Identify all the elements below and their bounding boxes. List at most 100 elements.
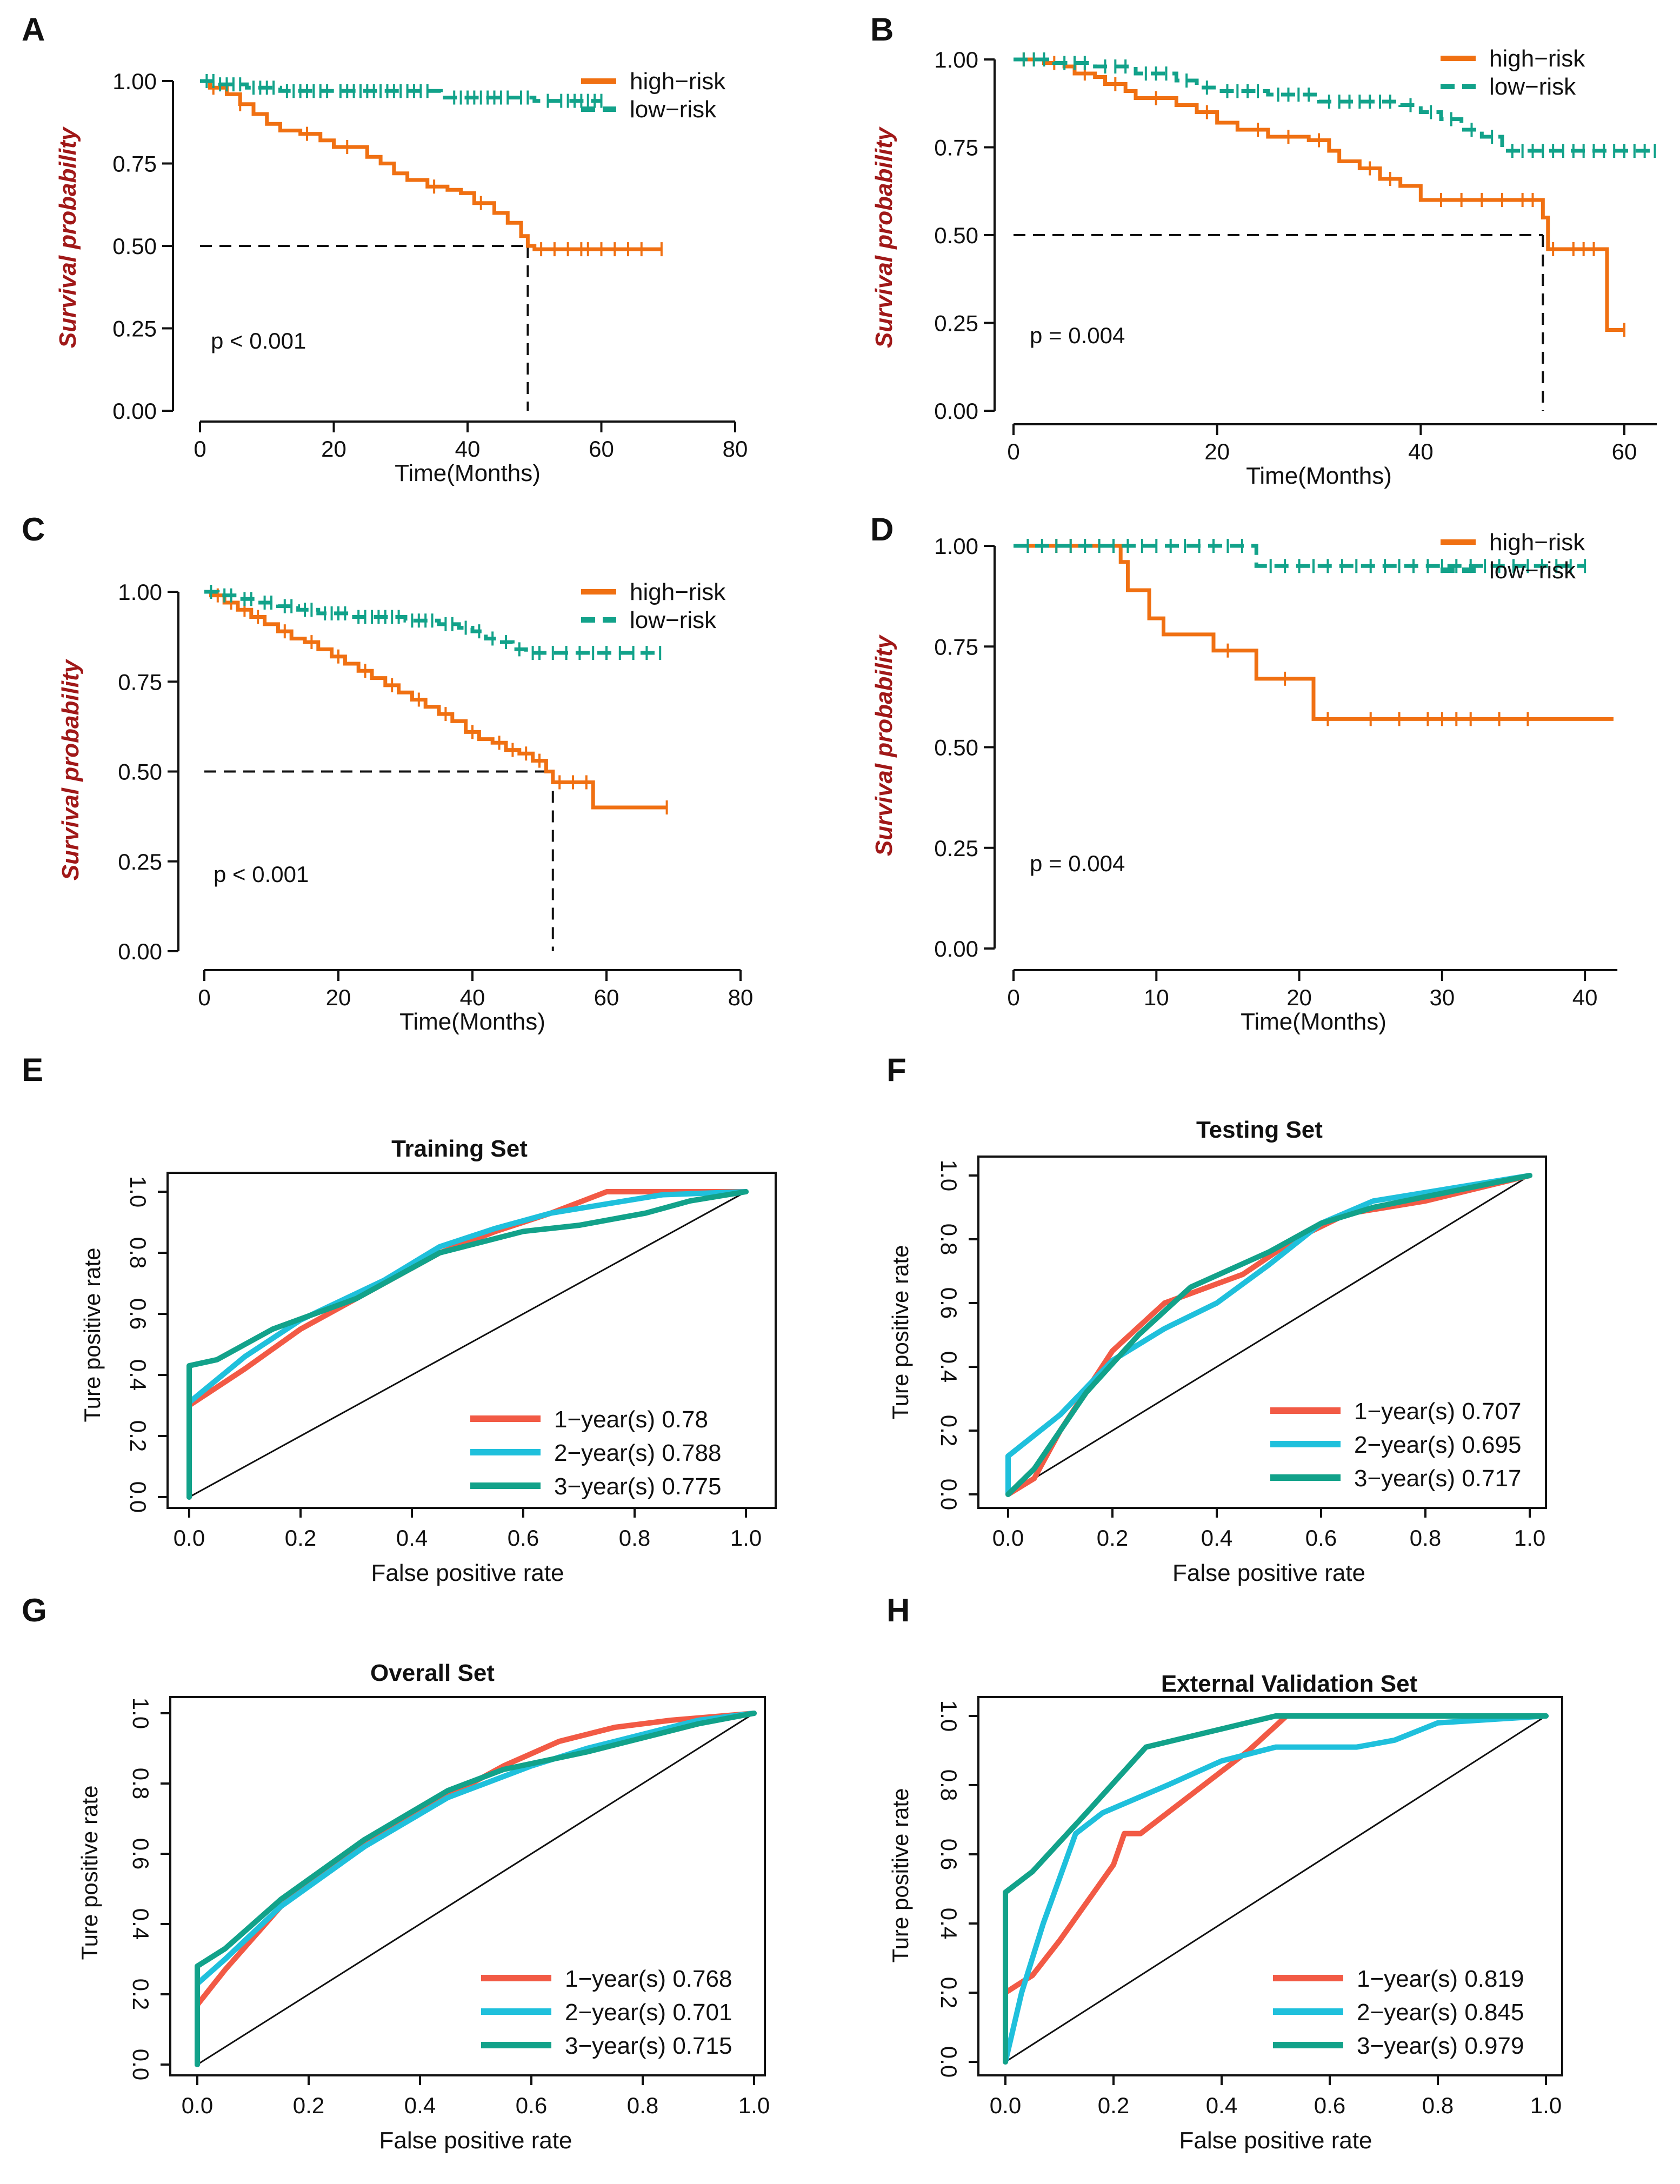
x-tick-label: 40 (455, 436, 481, 462)
y-tick-label: 0.00 (112, 398, 157, 424)
x-tick-label: 0.6 (1305, 1525, 1337, 1551)
legend-label: high−risk (1489, 529, 1585, 556)
roc-curve-2yr (195, 1711, 757, 2067)
y-tick-label: 0.8 (128, 1768, 154, 1799)
legend-auc: 0.695 (1462, 1432, 1521, 1458)
y-tick-label: 0.75 (118, 669, 162, 694)
y-tick-label: 0.50 (934, 735, 978, 760)
y-tick-label: 0.0 (128, 2049, 154, 2080)
panel-label: H (886, 1592, 910, 1628)
y-tick-label: 1.0 (125, 1176, 151, 1207)
plot-frame (977, 1156, 1547, 1509)
y-tick-label: 0.00 (118, 939, 162, 964)
plot-frame (169, 1696, 766, 2076)
x-tick-label: 0.2 (285, 1525, 316, 1551)
legend-gap (655, 1473, 662, 1500)
y-tick-label: 1.00 (934, 47, 978, 72)
legend-label: 2−year(s) 0.701 (565, 1999, 732, 2026)
legend-gap (655, 1440, 662, 1466)
x-tick-label: 20 (321, 436, 346, 462)
roc-curve-3yr (186, 1189, 749, 1500)
panel-c: C 0.00 0.25 0.50 0.75 1.00 0 20 40 60 80 Time(Month… (22, 511, 753, 1035)
panel-a: A 0.00 0.25 0.50 0.75 1.00 0 20 40 60 80 Time(Month… (22, 11, 748, 486)
legend-gap (1455, 1465, 1462, 1492)
x-tick-label: 0 (1007, 439, 1019, 464)
y-tick-label: 0.6 (936, 1839, 962, 1870)
y-tick-label: 1.00 (112, 69, 157, 94)
p-value: p = 0.004 (1030, 851, 1125, 876)
y-tick-label: 0.4 (128, 1908, 154, 1940)
panel-d: D 0.00 0.25 0.50 0.75 1.00 0 10 20 30 40 Time(Month… (870, 511, 1618, 1035)
x-tick-label: 0.2 (293, 2093, 324, 2118)
legend-series-name: 2−year(s) (565, 1999, 666, 2026)
y-tick-label: 1.0 (936, 1160, 962, 1191)
legend-label: 3−year(s) 0.775 (554, 1473, 721, 1500)
chart-title: Overall Set (370, 1660, 495, 1686)
y-tick-label: 0.4 (936, 1908, 962, 1939)
x-axis-label: Time(Months) (399, 1008, 545, 1035)
legend-label: low−risk (630, 607, 717, 633)
y-tick-label: 0.2 (936, 1415, 962, 1446)
x-tick-label: 0.6 (1314, 2093, 1345, 2118)
x-tick-label: 1.0 (1514, 1525, 1545, 1551)
legend-series-name: 2−year(s) (554, 1440, 655, 1466)
x-tick-label: 0.0 (992, 1525, 1024, 1551)
panel-h: H 0.0 0.2 0.4 0.6 0.8 1.0 0.0 0.2 0.4 0.6 0.8 1.0 Fal… (886, 1592, 1563, 2154)
legend-series-name: 1−year(s) (1354, 1398, 1455, 1425)
y-axis-label: Survival probability (871, 126, 897, 348)
y-tick-label: 0.4 (936, 1351, 962, 1382)
legend-auc: 0.717 (1462, 1465, 1521, 1492)
x-tick-label: 0.8 (627, 2093, 658, 2118)
y-tick-label: 0.6 (936, 1287, 962, 1319)
diagonal-reference-line (1005, 1715, 1546, 2063)
x-tick-label: 1.0 (730, 1525, 762, 1551)
legend-auc: 0.707 (1462, 1398, 1521, 1425)
x-tick-label: 40 (1572, 985, 1598, 1010)
legend-label: 3−year(s) 0.717 (1354, 1465, 1521, 1492)
legend-label: 1−year(s) 0.819 (1357, 1966, 1524, 1992)
x-tick-label: 0.4 (1206, 2093, 1237, 2118)
y-tick-label: 0.25 (112, 316, 157, 342)
y-tick-label: 0.25 (934, 836, 978, 861)
legend-series-name: 3−year(s) (1357, 2033, 1458, 2059)
legend-series-name: 3−year(s) (1354, 1465, 1455, 1492)
y-tick-label: 0.00 (934, 936, 978, 961)
legend-auc: 0.979 (1464, 2033, 1524, 2059)
panel-f: F 0.0 0.2 0.4 0.6 0.8 1.0 0.0 0.2 0.4 0.6 0.8 1.0 Fal… (886, 1052, 1547, 1586)
x-tick-label: 1.0 (738, 2093, 770, 2118)
y-tick-label: 0.25 (118, 849, 162, 874)
legend-series-name: 3−year(s) (565, 2033, 666, 2059)
diagonal-reference-line (189, 1191, 746, 1498)
low-risk-curve (204, 590, 661, 655)
x-tick-label: 60 (589, 436, 614, 462)
x-tick-label: 0.2 (1098, 2093, 1129, 2118)
p-value: p = 0.004 (1030, 323, 1125, 348)
x-axis-label: False positive rate (379, 2127, 572, 2154)
x-tick-label: 0.4 (404, 2093, 436, 2118)
legend-label: high−risk (630, 68, 726, 95)
legend-auc: 0.768 (672, 1966, 732, 1992)
x-tick-label: 0.2 (1097, 1525, 1128, 1551)
x-tick-label: 0.0 (174, 1525, 205, 1551)
high-risk-curve (1014, 544, 1614, 721)
y-tick-label: 0.50 (118, 759, 162, 785)
y-tick-label: 1.0 (128, 1698, 154, 1729)
low-risk-curve (1014, 57, 1655, 153)
x-tick-label: 0.8 (1422, 2093, 1454, 2118)
y-tick-label: 0.8 (125, 1237, 151, 1268)
x-tick-label: 0.0 (182, 2093, 213, 2118)
diagonal-reference-line (197, 1712, 755, 2066)
x-tick-label: 0.4 (1201, 1525, 1232, 1551)
x-tick-label: 0.0 (990, 2093, 1021, 2118)
legend-label: low−risk (1489, 557, 1576, 584)
roc-curve-3yr (195, 1711, 757, 2067)
legend-label: low−risk (630, 96, 717, 123)
panel-label: C (22, 511, 45, 547)
y-axis-label: Ture positive rate (79, 1248, 105, 1422)
x-axis-label: False positive rate (371, 1560, 564, 1586)
y-tick-label: 0.00 (934, 398, 978, 424)
x-tick-label: 60 (594, 985, 619, 1010)
panel-label: F (886, 1052, 906, 1088)
legend-label: low−risk (1489, 74, 1576, 100)
